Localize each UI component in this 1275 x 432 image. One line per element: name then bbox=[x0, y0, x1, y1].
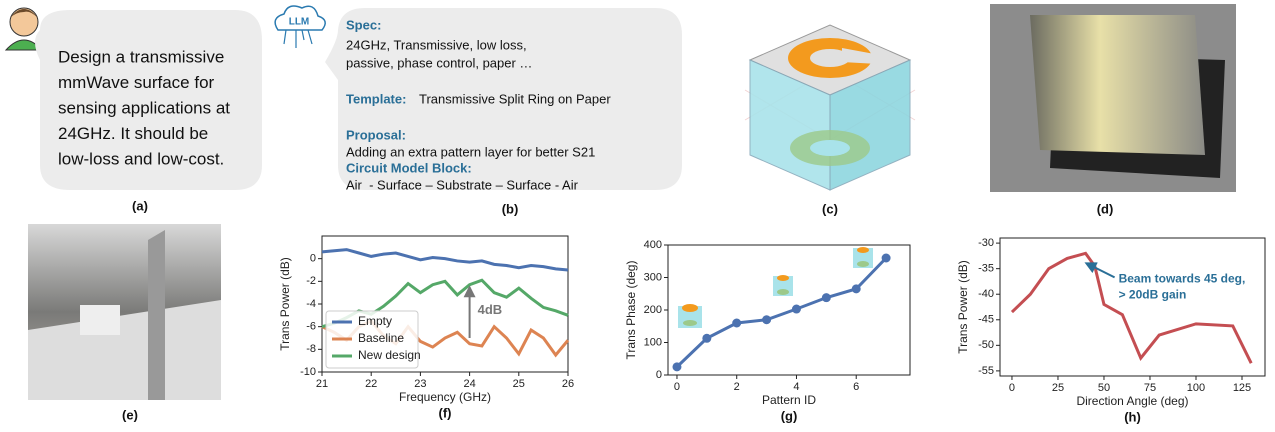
figure: Design a transmissive mmWave surface for s… bbox=[0, 0, 1275, 427]
data-point bbox=[852, 284, 861, 293]
y-tick-label: -4 bbox=[306, 298, 316, 310]
x-tick-label: 22 bbox=[365, 378, 377, 390]
y-tick-label: 0 bbox=[310, 253, 316, 265]
y-tick-label: -6 bbox=[306, 321, 316, 333]
plot-frame bbox=[668, 245, 910, 375]
text: passive, phase control, paper … bbox=[346, 55, 532, 70]
y-axis-label: Trans Phase (deg) bbox=[624, 261, 638, 360]
data-line bbox=[677, 258, 886, 367]
heading: Circuit Model Block: bbox=[346, 160, 472, 175]
panel-label: (g) bbox=[781, 408, 798, 423]
panel-c: (c) bbox=[745, 25, 915, 216]
plot-frame bbox=[1000, 238, 1265, 376]
data-point bbox=[672, 362, 681, 371]
heading: Spec: bbox=[346, 17, 381, 32]
prompt-line: sensing applications at bbox=[58, 98, 230, 117]
panel-label: (h) bbox=[1124, 409, 1141, 424]
y-tick-label: 200 bbox=[644, 304, 662, 316]
data-line bbox=[1012, 253, 1251, 363]
y-tick-label: -10 bbox=[300, 366, 316, 378]
panel-label: (d) bbox=[1097, 201, 1114, 216]
legend-label: Baseline bbox=[358, 331, 404, 345]
x-tick-label: 50 bbox=[1098, 382, 1110, 394]
panel-label: (f) bbox=[439, 405, 452, 420]
panel-label: (e) bbox=[122, 407, 138, 422]
y-axis-label: Trans Power (dB) bbox=[278, 257, 292, 351]
data-point bbox=[882, 254, 891, 263]
x-tick-label: 23 bbox=[414, 378, 426, 390]
data-line bbox=[322, 250, 568, 270]
x-axis-label: Frequency (GHz) bbox=[399, 390, 491, 404]
data-point bbox=[702, 334, 711, 343]
x-tick-label: 25 bbox=[1052, 382, 1064, 394]
surface bbox=[1030, 15, 1205, 155]
text: Air - Surface – Substrate – Surface - Ai… bbox=[346, 177, 579, 192]
x-tick-label: 21 bbox=[316, 378, 328, 390]
surface bbox=[148, 230, 165, 400]
ring-hole bbox=[810, 140, 850, 156]
annotation: 4dB bbox=[478, 302, 503, 317]
llm-text: LLM bbox=[289, 17, 310, 28]
y-tick-label: 400 bbox=[644, 239, 662, 251]
annotation-arrow bbox=[1087, 263, 1115, 277]
data-point bbox=[822, 293, 831, 302]
user-avatar bbox=[10, 8, 38, 36]
y-tick-label: 100 bbox=[644, 336, 662, 348]
panel-b: Spec: 24GHz, Transmissive, low loss, pas… bbox=[325, 8, 682, 216]
y-axis-label: Trans Power (dB) bbox=[956, 260, 970, 354]
prompt-line: 24GHz. It should be bbox=[58, 124, 208, 143]
y-tick-label: -2 bbox=[306, 275, 316, 287]
text: Transmissive Split Ring on Paper bbox=[419, 91, 611, 106]
heading: Template: bbox=[346, 91, 406, 106]
antenna bbox=[80, 305, 120, 335]
x-tick-label: 0 bbox=[1009, 382, 1015, 394]
x-tick-label: 26 bbox=[562, 378, 574, 390]
y-tick-label: -30 bbox=[978, 237, 994, 249]
y-tick-label: -8 bbox=[306, 343, 316, 355]
x-tick-label: 100 bbox=[1187, 382, 1205, 394]
text: 24GHz, Transmissive, low loss, bbox=[346, 37, 527, 52]
x-tick-label: 4 bbox=[793, 381, 799, 393]
panel-d: (d) bbox=[990, 4, 1236, 216]
circuit-lines bbox=[284, 30, 312, 48]
x-axis-label: Direction Angle (deg) bbox=[1076, 394, 1188, 408]
x-tick-label: 24 bbox=[463, 378, 475, 390]
prompt-line: mmWave surface for bbox=[58, 73, 215, 92]
data-point bbox=[732, 319, 741, 328]
annotation: > 20dB gain bbox=[1119, 288, 1187, 302]
y-tick-label: 300 bbox=[644, 271, 662, 283]
y-tick-label: -55 bbox=[978, 365, 994, 377]
prompt-line: Design a transmissive bbox=[58, 47, 224, 66]
panel-label: (a) bbox=[132, 198, 148, 213]
x-axis-label: Pattern ID bbox=[762, 393, 816, 407]
x-tick-label: 125 bbox=[1233, 382, 1251, 394]
panel-e: (e) bbox=[28, 224, 221, 422]
annotation: Beam towards 45 deg, bbox=[1119, 272, 1246, 286]
prompt-line: low-loss and low-cost. bbox=[58, 149, 224, 168]
x-tick-label: 6 bbox=[853, 381, 859, 393]
y-tick-label: 0 bbox=[656, 369, 662, 381]
panel-label: (c) bbox=[822, 201, 838, 216]
y-tick-label: -45 bbox=[978, 314, 994, 326]
heading: Proposal: bbox=[346, 127, 406, 142]
data-point bbox=[762, 315, 771, 324]
x-tick-label: 75 bbox=[1144, 382, 1156, 394]
y-tick-label: -50 bbox=[978, 339, 994, 351]
y-tick-label: -40 bbox=[978, 288, 994, 300]
legend-label: Empty bbox=[358, 314, 392, 328]
data-point bbox=[792, 305, 801, 314]
y-tick-label: -35 bbox=[978, 263, 994, 275]
x-tick-label: 0 bbox=[674, 381, 680, 393]
panel-label: (b) bbox=[502, 201, 519, 216]
legend-label: New design bbox=[358, 348, 421, 362]
llm-icon: LLM bbox=[275, 6, 325, 48]
x-tick-label: 2 bbox=[734, 381, 740, 393]
panel-a: Design a transmissive mmWave surface for s… bbox=[6, 8, 262, 213]
x-tick-label: 25 bbox=[513, 378, 525, 390]
chart: -30 -35 -40 -45 -50 -55 0 25 50 75 100 125 Direction… bbox=[956, 237, 1265, 424]
text: Adding an extra pattern layer for better… bbox=[346, 144, 595, 159]
